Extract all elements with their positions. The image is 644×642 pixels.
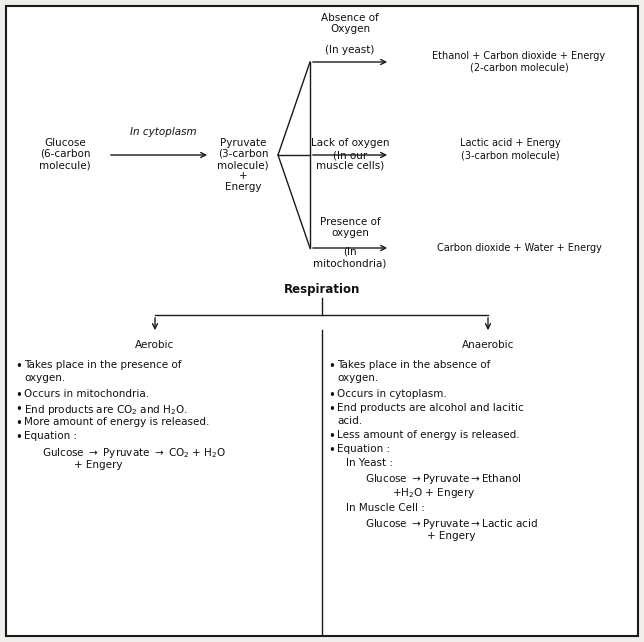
Text: End products are CO$_2$ and H$_2$O.: End products are CO$_2$ and H$_2$O. xyxy=(24,403,188,417)
Text: •: • xyxy=(328,389,335,402)
Text: (2-carbon molecule): (2-carbon molecule) xyxy=(469,63,569,73)
Text: Occurs in mitochondria.: Occurs in mitochondria. xyxy=(24,389,149,399)
Text: mitochondria): mitochondria) xyxy=(314,258,386,268)
Text: Glucose $\rightarrow$Pyruvate$\rightarrow$Lactic acid: Glucose $\rightarrow$Pyruvate$\rightarro… xyxy=(365,517,538,531)
Text: Aerobic: Aerobic xyxy=(135,340,175,350)
Text: (3-carbon: (3-carbon xyxy=(218,149,269,159)
Text: Ethanol + Carbon dioxide + Energy: Ethanol + Carbon dioxide + Energy xyxy=(432,51,605,61)
Text: In Muscle Cell :: In Muscle Cell : xyxy=(346,503,425,513)
Text: •: • xyxy=(15,389,22,402)
Text: Presence of: Presence of xyxy=(319,217,381,227)
Text: Pyruvate: Pyruvate xyxy=(220,138,266,148)
Text: •: • xyxy=(15,403,22,416)
Text: •: • xyxy=(328,444,335,457)
Text: End products are alcohol and lacitic: End products are alcohol and lacitic xyxy=(337,403,524,413)
Text: molecule): molecule) xyxy=(217,160,269,170)
Text: •: • xyxy=(328,403,335,416)
Text: Glucose: Glucose xyxy=(44,138,86,148)
Text: Takes place in the presence of: Takes place in the presence of xyxy=(24,360,182,370)
Text: (3-carbon molecule): (3-carbon molecule) xyxy=(460,150,559,160)
Text: Equation :: Equation : xyxy=(337,444,390,454)
Text: •: • xyxy=(328,360,335,373)
Text: (6-carbon: (6-carbon xyxy=(40,149,90,159)
Text: Lactic acid + Energy: Lactic acid + Energy xyxy=(460,138,560,148)
Text: Carbon dioxide + Water + Energy: Carbon dioxide + Water + Energy xyxy=(437,243,601,253)
Text: Respiration: Respiration xyxy=(284,284,360,297)
Text: (In: (In xyxy=(343,247,357,257)
Text: In Yeast :: In Yeast : xyxy=(346,458,393,468)
Text: Anaerobic: Anaerobic xyxy=(462,340,514,350)
Text: Less amount of energy is released.: Less amount of energy is released. xyxy=(337,430,520,440)
Text: Lack of oxygen: Lack of oxygen xyxy=(311,138,389,148)
Text: More amount of energy is released.: More amount of energy is released. xyxy=(24,417,209,427)
Text: Occurs in cytoplasm.: Occurs in cytoplasm. xyxy=(337,389,447,399)
Text: •: • xyxy=(15,417,22,430)
Text: (In our: (In our xyxy=(333,150,367,160)
Text: + Engery: + Engery xyxy=(427,531,475,541)
Text: Absence of: Absence of xyxy=(321,13,379,23)
Text: Oxygen: Oxygen xyxy=(330,24,370,34)
Text: + Engery: + Engery xyxy=(74,460,122,470)
Text: Glucose $\rightarrow$Pyruvate$\rightarrow$Ethanol: Glucose $\rightarrow$Pyruvate$\rightarro… xyxy=(365,472,522,486)
Text: oxygen: oxygen xyxy=(331,228,369,238)
Text: +: + xyxy=(239,171,247,181)
Text: •: • xyxy=(15,431,22,444)
Text: Takes place in the absence of: Takes place in the absence of xyxy=(337,360,490,370)
Text: molecule): molecule) xyxy=(39,160,91,170)
Text: (In yeast): (In yeast) xyxy=(325,45,375,55)
Text: Gulcose $\rightarrow$ Pyruvate $\rightarrow$ CO$_2$ + H$_2$O: Gulcose $\rightarrow$ Pyruvate $\rightar… xyxy=(42,446,226,460)
Text: In cytoplasm: In cytoplasm xyxy=(129,127,196,137)
Text: •: • xyxy=(328,430,335,443)
Text: +H$_2$O + Engery: +H$_2$O + Engery xyxy=(392,486,475,500)
Text: Equation :: Equation : xyxy=(24,431,77,441)
Text: acid.: acid. xyxy=(337,416,362,426)
Text: Energy: Energy xyxy=(225,182,261,192)
Text: •: • xyxy=(15,360,22,373)
Text: muscle cells): muscle cells) xyxy=(316,161,384,171)
FancyBboxPatch shape xyxy=(6,6,638,636)
Text: oxygen.: oxygen. xyxy=(337,373,378,383)
Text: oxygen.: oxygen. xyxy=(24,373,65,383)
